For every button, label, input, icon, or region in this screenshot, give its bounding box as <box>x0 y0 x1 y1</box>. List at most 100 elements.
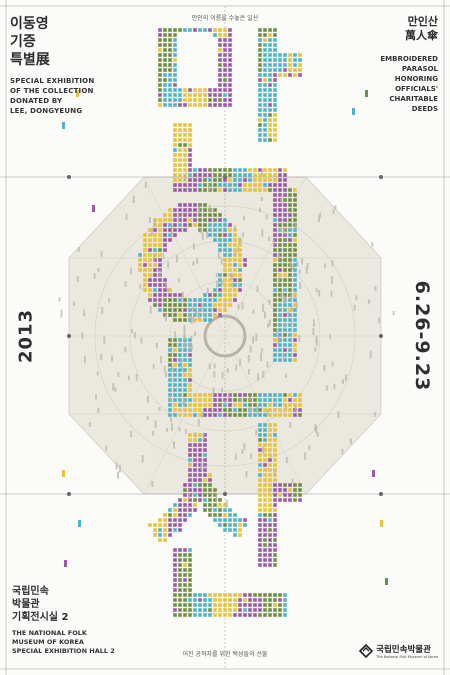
mosaic-tile <box>218 33 222 37</box>
mosaic-tile <box>218 523 222 527</box>
mosaic-tile <box>223 178 227 182</box>
mosaic-tile <box>223 303 227 307</box>
mosaic-tile <box>228 88 232 92</box>
mosaic-tile <box>263 508 267 512</box>
mosaic-tile <box>233 293 237 297</box>
background-glyph <box>151 228 154 236</box>
mosaic-tile <box>253 178 257 182</box>
mosaic-tile <box>143 248 147 252</box>
mosaic-tile <box>208 598 212 602</box>
mosaic-tile <box>153 293 157 297</box>
mosaic-tile <box>243 183 247 187</box>
mosaic-tile <box>183 218 187 222</box>
mosaic-tile <box>273 523 277 527</box>
mosaic-tile <box>273 128 277 132</box>
background-glyph <box>289 261 292 267</box>
mosaic-tile <box>268 53 272 57</box>
mosaic-tile <box>278 223 282 227</box>
mosaic-tile <box>288 333 292 337</box>
mosaic-tile <box>158 523 162 527</box>
mosaic-tile <box>278 238 282 242</box>
subtitle-line: DEEDS <box>411 105 438 113</box>
mosaic-tile <box>168 228 172 232</box>
mosaic-tile <box>173 178 177 182</box>
mosaic-tile <box>173 573 177 577</box>
mosaic-tile <box>268 58 272 62</box>
mosaic-tile <box>278 178 282 182</box>
mosaic-tile <box>278 343 282 347</box>
background-glyph <box>195 310 198 317</box>
mosaic-tile <box>203 498 207 502</box>
background-glyph <box>239 358 242 367</box>
mosaic-tile <box>183 123 187 127</box>
mosaic-tile <box>178 608 182 612</box>
background-glyph <box>312 327 315 336</box>
mosaic-tile <box>293 273 297 277</box>
mosaic-tile <box>173 598 177 602</box>
mosaic-tile <box>173 343 177 347</box>
mosaic-tile <box>268 128 272 132</box>
mosaic-tile <box>148 278 152 282</box>
background-glyph <box>239 397 242 403</box>
mosaic-tile <box>163 53 167 57</box>
mosaic-tile <box>268 43 272 47</box>
background-glyph <box>213 363 216 369</box>
mosaic-tile <box>258 448 262 452</box>
background-glyph <box>341 448 344 454</box>
mosaic-tile <box>258 38 262 42</box>
mosaic-tile <box>193 218 197 222</box>
mosaic-tile <box>143 268 147 272</box>
mosaic-tile <box>183 503 187 507</box>
background-glyph <box>262 303 265 312</box>
background-glyph <box>294 222 297 229</box>
mosaic-tile <box>278 208 282 212</box>
mosaic-tile <box>258 503 262 507</box>
mosaic-tile <box>278 268 282 272</box>
mosaic-tile <box>203 103 207 107</box>
mosaic-tile <box>268 403 272 407</box>
mosaic-tile <box>238 253 242 257</box>
mosaic-tile <box>203 433 207 437</box>
background-glyph <box>132 195 135 204</box>
mosaic-tile <box>188 603 192 607</box>
mosaic-tile <box>278 323 282 327</box>
mosaic-tile <box>258 168 262 172</box>
mosaic-tile <box>168 213 172 217</box>
mosaic-tile <box>218 278 222 282</box>
mosaic-tile <box>238 523 242 527</box>
mosaic-tile <box>203 173 207 177</box>
mosaic-tile <box>158 98 162 102</box>
mosaic-tile <box>278 318 282 322</box>
mosaic-tile <box>268 613 272 617</box>
background-glyph <box>273 469 276 476</box>
mosaic-tile <box>213 223 217 227</box>
mosaic-tile <box>143 258 147 262</box>
background-glyph <box>148 216 151 224</box>
mosaic-tile <box>188 298 192 302</box>
background-glyph <box>268 319 271 327</box>
mosaic-tile <box>223 38 227 42</box>
mosaic-tile <box>193 303 197 307</box>
mosaic-tile <box>288 488 292 492</box>
mosaic-tile <box>178 528 182 532</box>
mosaic-tile <box>263 438 267 442</box>
mosaic-tile <box>198 313 202 317</box>
mosaic-tile <box>258 188 262 192</box>
mosaic-tile <box>268 483 272 487</box>
mosaic-tile <box>228 268 232 272</box>
mosaic-tile <box>228 78 232 82</box>
mosaic-tile <box>153 273 157 277</box>
mosaic-tile <box>253 608 257 612</box>
mosaic-tile <box>273 48 277 52</box>
mosaic-tile <box>203 313 207 317</box>
mosaic-tile <box>173 568 177 572</box>
mosaic-tile <box>288 408 292 412</box>
mosaic-tile <box>158 223 162 227</box>
background-glyph <box>225 499 228 508</box>
mosaic-tile <box>278 308 282 312</box>
mosaic-tile <box>228 608 232 612</box>
mosaic-tile <box>228 258 232 262</box>
mosaic-tile <box>228 83 232 87</box>
mosaic-tile <box>158 258 162 262</box>
mosaic-tile <box>213 103 217 107</box>
